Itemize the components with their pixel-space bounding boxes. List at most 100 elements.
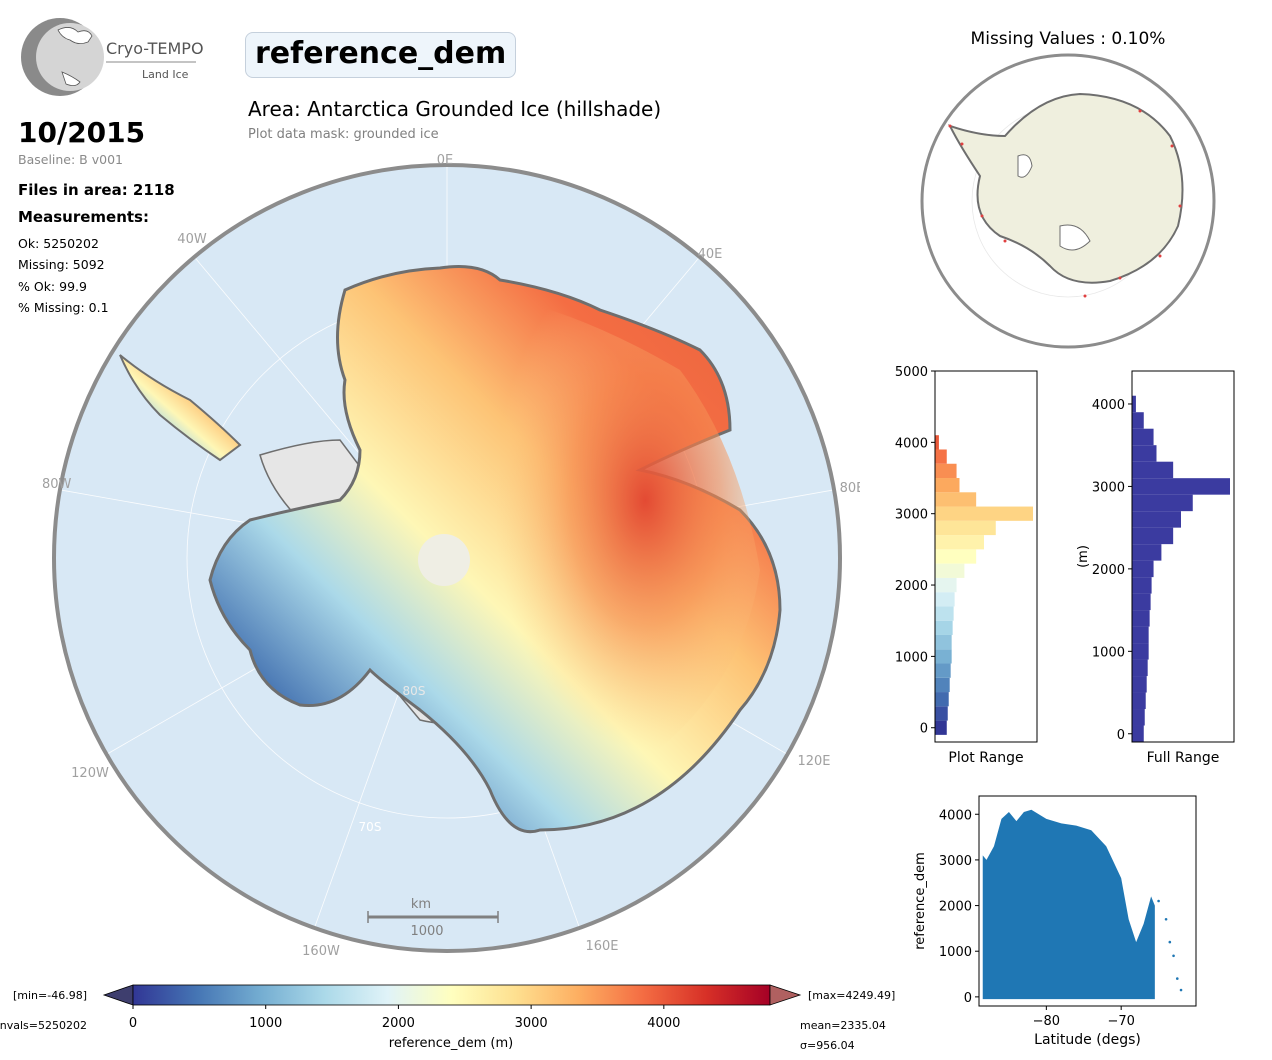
hist1-bar <box>935 535 984 550</box>
lon-label-40w: 40W <box>177 232 207 247</box>
hist2-bar <box>1132 692 1146 710</box>
scatter-point <box>1157 899 1160 903</box>
inset-title: Missing Values : 0.10% <box>971 29 1166 49</box>
scatter-point <box>1172 954 1175 958</box>
hist-full-range: 0 1000 2000 3000 4000 Full Range (m) <box>1076 370 1235 766</box>
hist1-bar <box>935 592 955 607</box>
hist2-bar <box>1132 725 1144 742</box>
scatter-point <box>1179 988 1183 992</box>
lon-label-120e: 120E <box>797 754 830 769</box>
hist2-bar <box>1132 428 1154 446</box>
colorbar-mean-label: mean=2335.04 <box>800 1019 886 1032</box>
lat-label-80s: 80S <box>403 684 426 698</box>
hist2-bar <box>1132 676 1147 693</box>
hist2-bar <box>1132 395 1136 413</box>
hist1-bar <box>935 563 965 578</box>
hist2-ytick-label: 3000 <box>1092 480 1125 495</box>
colorbar-min-label: [min=-46.98] <box>13 989 87 1002</box>
hist1-ytick-label: 1000 <box>895 650 928 665</box>
files-in-area: Files in area: 2118 <box>18 181 175 199</box>
colorbar-axis-label: reference_dem (m) <box>389 1036 513 1051</box>
lon-label-0e: 0E <box>437 153 454 168</box>
lat-label-70s: 70S <box>359 820 382 834</box>
area-title: Area: Antarctica Grounded Ice (hillshade… <box>248 97 662 121</box>
scatter-ytick-label: 0 <box>964 991 972 1006</box>
hist2-bar <box>1132 593 1151 611</box>
scatter-ytick-label: 4000 <box>939 808 972 823</box>
colorbar-tick-label: 4000 <box>647 1016 680 1031</box>
hist1-bar <box>935 634 952 650</box>
scatter-point <box>1168 940 1172 944</box>
hist2-bar <box>1132 478 1230 495</box>
hist2-bar <box>1132 461 1174 479</box>
scatter-plot: 0 1000 2000 3000 4000 −80 −70 Latitude (degs) re… <box>913 795 1197 1048</box>
hist1-bar <box>935 520 996 536</box>
mask-text: Plot data mask: grounded ice <box>248 127 439 142</box>
scatter-point <box>1175 977 1179 980</box>
map-scale-bar: km 1000 <box>367 897 499 939</box>
hist2-bar <box>1132 560 1154 578</box>
colorbar-sigma-label: σ=956.04 <box>800 1039 855 1052</box>
hist1-bar <box>935 449 947 464</box>
ice-sheet-interior <box>458 290 760 791</box>
hist1-bar <box>935 435 939 450</box>
lon-label-40e: 40E <box>698 247 723 262</box>
colorbar-tick-label: 1000 <box>249 1016 282 1031</box>
hist1-bar <box>935 620 953 635</box>
hist1-ytick-label: 3000 <box>895 508 928 523</box>
scatter-ytick-label: 2000 <box>939 900 972 915</box>
stat-pct-ok: % Ok: 99.9 <box>18 279 87 294</box>
date-label: 10/2015 <box>18 116 146 149</box>
antarctic-peninsula <box>119 354 242 462</box>
hist1-frame <box>934 370 1038 743</box>
missing-values-inset: Missing Values : 0.10% <box>920 29 1216 349</box>
stat-missing: Missing: 5092 <box>18 257 105 272</box>
hist2-bar <box>1132 643 1149 660</box>
hist1-bar <box>935 663 951 678</box>
scatter-ylabel: reference_dem <box>913 852 928 950</box>
hist1-bar <box>935 606 954 621</box>
lon-label-80e: 80E <box>840 481 860 496</box>
hist2-bar <box>1132 412 1144 429</box>
hist1-bar <box>935 492 977 507</box>
stat-ok: Ok: 5250202 <box>18 236 99 251</box>
hist1-bar <box>935 549 977 564</box>
scale-bar-unit: km <box>411 897 431 912</box>
logo-subtext: Land Ice <box>142 68 189 81</box>
lon-label-80w: 80W <box>42 477 72 492</box>
colorbar-ticks: 0 1000 2000 3000 4000 <box>129 1005 680 1031</box>
logo-text: Cryo-TEMPO <box>106 39 203 58</box>
antarctica-map: 0E 40E 80E 120E 160E 160W 120W 80W 40W 8… <box>42 153 860 959</box>
pole-hole <box>418 534 470 586</box>
scatter-ytick-label: 3000 <box>939 854 972 869</box>
hist1-xlabel: Plot Range <box>948 750 1023 766</box>
hist2-bar <box>1132 445 1157 462</box>
scatter-xlabel: Latitude (degs) <box>1034 1032 1141 1048</box>
hist1-ytick-label: 0 <box>920 722 928 737</box>
scale-bar-value: 1000 <box>410 924 443 939</box>
hist2-bar <box>1132 577 1152 594</box>
measurements-title: Measurements: <box>18 208 149 226</box>
hist2-bar <box>1132 610 1150 627</box>
scatter-point <box>1164 917 1168 921</box>
hist1-ytick-label: 4000 <box>895 436 928 451</box>
hist1-bar <box>935 692 949 707</box>
inset-antarctica <box>948 92 1184 284</box>
colorbar-tick-label: 2000 <box>382 1016 415 1031</box>
hist1-ytick-label: 5000 <box>895 365 928 380</box>
scatter-xtick-label: −80 <box>1033 1014 1060 1029</box>
hist2-xlabel: Full Range <box>1147 750 1220 766</box>
cryo-tempo-logo: Cryo-TEMPO Land Ice <box>21 18 203 96</box>
hist2-ytick-label: 4000 <box>1092 398 1125 413</box>
baseline-label: Baseline: B v001 <box>18 152 123 167</box>
scatter-frame <box>978 795 1197 1007</box>
hist2-bar <box>1132 626 1149 644</box>
hist1-bar <box>935 677 950 693</box>
hist1-ytick-label: 2000 <box>895 579 928 594</box>
product-name-box: reference_dem <box>245 32 517 78</box>
hist2-bar <box>1132 544 1162 561</box>
hist2-ylabel: (m) <box>1076 545 1091 568</box>
hist1-bar <box>935 577 957 593</box>
hist2-bar <box>1132 709 1145 726</box>
colorbar: 0 1000 2000 3000 4000 [min=-46.98] [max=4249… <box>0 984 895 1052</box>
